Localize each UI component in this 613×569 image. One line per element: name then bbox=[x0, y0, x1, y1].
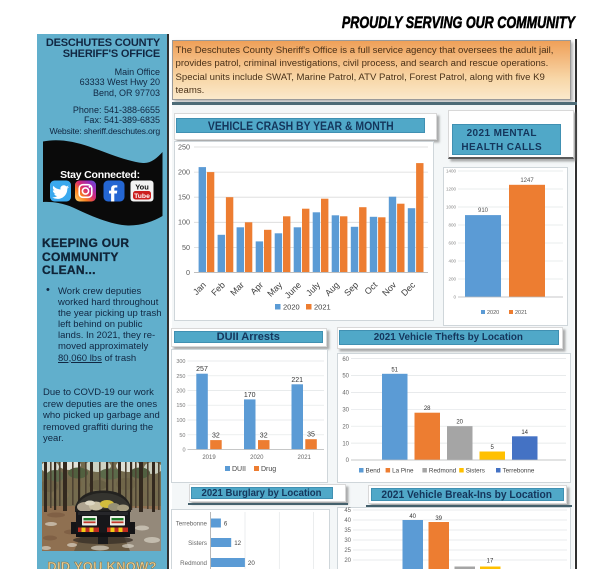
svg-text:Tube: Tube bbox=[134, 193, 150, 200]
svg-text:Sisters: Sisters bbox=[188, 540, 207, 547]
svg-text:0: 0 bbox=[453, 295, 456, 300]
svg-text:0: 0 bbox=[186, 268, 190, 277]
svg-text:You: You bbox=[135, 183, 149, 192]
svg-text:257: 257 bbox=[196, 366, 208, 373]
svg-text:200: 200 bbox=[178, 168, 190, 177]
svg-text:Drug: Drug bbox=[261, 466, 276, 473]
svg-text:17: 17 bbox=[487, 559, 494, 565]
svg-text:10: 10 bbox=[342, 441, 349, 447]
svg-text:910: 910 bbox=[478, 208, 489, 214]
svg-text:12: 12 bbox=[234, 540, 241, 547]
svg-text:32: 32 bbox=[260, 433, 268, 440]
svg-text:35: 35 bbox=[344, 528, 351, 534]
svg-text:400: 400 bbox=[448, 259, 456, 264]
svg-text:28: 28 bbox=[424, 406, 431, 412]
svg-text:30: 30 bbox=[344, 538, 351, 544]
svg-text:221: 221 bbox=[291, 377, 303, 384]
svg-text:20: 20 bbox=[344, 558, 351, 564]
svg-text:60: 60 bbox=[342, 357, 349, 363]
svg-text:20: 20 bbox=[248, 560, 255, 567]
svg-text:2021: 2021 bbox=[298, 455, 312, 461]
svg-text:250: 250 bbox=[178, 142, 190, 151]
svg-text:51: 51 bbox=[391, 367, 398, 373]
svg-text:45: 45 bbox=[344, 508, 351, 514]
svg-text:32: 32 bbox=[212, 433, 220, 440]
svg-text:1400: 1400 bbox=[446, 169, 457, 174]
svg-text:DUII: DUII bbox=[232, 466, 246, 473]
svg-text:2021: 2021 bbox=[515, 310, 527, 316]
svg-text:40: 40 bbox=[342, 391, 349, 397]
svg-text:Sisters: Sisters bbox=[466, 468, 485, 475]
svg-text:170: 170 bbox=[244, 392, 256, 399]
svg-text:50: 50 bbox=[342, 374, 349, 380]
svg-text:6: 6 bbox=[224, 520, 228, 527]
svg-text:Stay Connected:: Stay Connected: bbox=[60, 169, 140, 181]
svg-text:Terrebonne: Terrebonne bbox=[503, 468, 535, 475]
svg-text:0: 0 bbox=[182, 448, 185, 454]
svg-text:40: 40 bbox=[409, 514, 416, 520]
svg-text:200: 200 bbox=[176, 389, 185, 395]
svg-text:40: 40 bbox=[344, 518, 351, 524]
svg-text:Redmond: Redmond bbox=[180, 560, 207, 567]
svg-text:2019: 2019 bbox=[202, 455, 216, 461]
svg-text:1247: 1247 bbox=[520, 178, 534, 184]
svg-text:20: 20 bbox=[456, 420, 463, 426]
svg-text:2020: 2020 bbox=[250, 455, 264, 461]
svg-text:1000: 1000 bbox=[446, 205, 457, 210]
svg-text:50: 50 bbox=[182, 243, 190, 252]
svg-text:150: 150 bbox=[176, 403, 185, 409]
svg-text:Bend: Bend bbox=[366, 468, 381, 475]
svg-text:300: 300 bbox=[176, 359, 185, 365]
svg-text:39: 39 bbox=[435, 516, 442, 522]
svg-text:100: 100 bbox=[178, 218, 190, 227]
svg-text:30: 30 bbox=[342, 408, 349, 414]
svg-text:250: 250 bbox=[176, 374, 185, 380]
svg-text:25: 25 bbox=[344, 548, 351, 554]
svg-text:600: 600 bbox=[448, 241, 456, 246]
svg-text:2020: 2020 bbox=[283, 303, 300, 312]
svg-text:800: 800 bbox=[448, 223, 456, 228]
svg-text:5: 5 bbox=[491, 445, 495, 451]
svg-text:100: 100 bbox=[176, 418, 185, 424]
svg-text:2020: 2020 bbox=[487, 310, 499, 316]
svg-text:14: 14 bbox=[521, 430, 528, 436]
svg-text:200: 200 bbox=[448, 277, 456, 282]
svg-text:150: 150 bbox=[178, 193, 190, 202]
svg-text:0: 0 bbox=[346, 458, 350, 464]
svg-text:50: 50 bbox=[179, 433, 185, 439]
svg-text:35: 35 bbox=[307, 432, 315, 439]
svg-text:1200: 1200 bbox=[446, 187, 457, 192]
svg-text:Redmond: Redmond bbox=[429, 468, 457, 475]
svg-text:Terrebonne: Terrebonne bbox=[176, 520, 208, 527]
svg-text:La Pine: La Pine bbox=[392, 468, 414, 475]
svg-text:20: 20 bbox=[342, 424, 349, 430]
svg-text:2021: 2021 bbox=[314, 303, 331, 312]
